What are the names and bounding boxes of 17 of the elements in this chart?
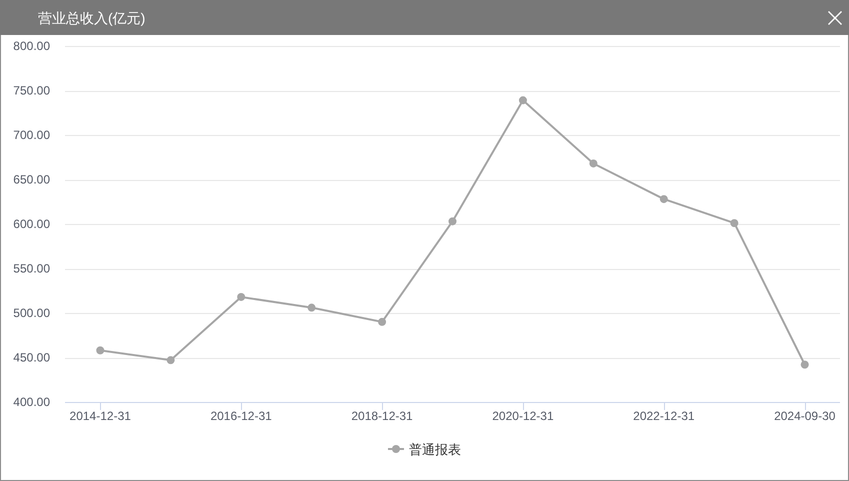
x-tick-label: 2018-12-31 bbox=[351, 409, 413, 423]
y-tick-label: 650.00 bbox=[13, 172, 50, 186]
y-tick-label: 450.00 bbox=[13, 350, 50, 364]
x-tick-label: 2020-12-31 bbox=[492, 409, 554, 423]
y-tick-label: 550.00 bbox=[13, 262, 50, 276]
y-tick-label: 800.00 bbox=[13, 39, 50, 53]
title: 营业总收入(亿元) bbox=[38, 10, 146, 26]
y-tick-label: 600.00 bbox=[13, 217, 50, 231]
x-tick-label: 2014-12-31 bbox=[70, 409, 131, 423]
y-tick-label: 500.00 bbox=[13, 306, 50, 320]
x-tick-label: 2016-12-31 bbox=[210, 409, 272, 423]
x-tick-label: 2024-09-30 bbox=[774, 409, 836, 423]
y-tick-label: 400.00 bbox=[13, 395, 50, 409]
legend-label: 普通报表 bbox=[409, 442, 461, 457]
y-tick-label: 700.00 bbox=[13, 128, 50, 142]
y-tick-label: 750.00 bbox=[13, 84, 50, 98]
x-tick-label: 2022-12-31 bbox=[633, 409, 695, 423]
